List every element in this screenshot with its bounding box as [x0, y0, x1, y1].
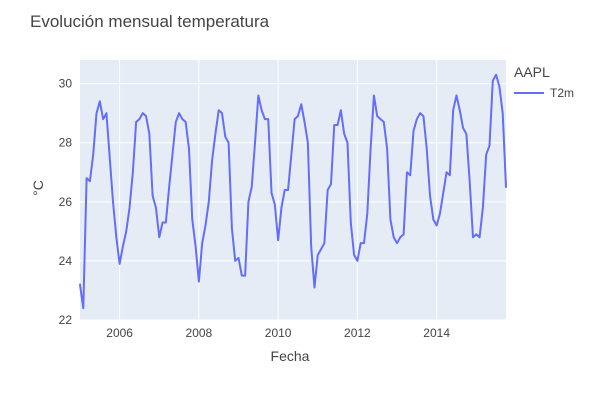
x-tick-label: 2014 — [423, 326, 450, 340]
y-tick-label: 22 — [59, 313, 73, 327]
tick-label-layer: 22 24 26 28 30 2006 2008 2010 2012 2014 — [59, 77, 451, 340]
legend-title: AAPL — [514, 64, 550, 80]
x-axis-title: Fecha — [270, 348, 310, 364]
x-tick-label: 2006 — [106, 326, 133, 340]
chart-title: Evolución mensual temperatura — [30, 12, 270, 31]
y-tick-label: 28 — [59, 136, 73, 150]
y-tick-label: 24 — [59, 254, 73, 268]
y-tick-label: 26 — [59, 195, 73, 209]
y-axis-title: °C — [30, 180, 46, 196]
x-tick-label: 2008 — [186, 326, 213, 340]
series-line-t2m[interactable] — [79, 73, 507, 310]
x-tick-label: 2010 — [265, 326, 292, 340]
legend-label: T2m — [550, 86, 574, 100]
legend-swatch — [514, 92, 544, 94]
y-tick-label: 30 — [59, 77, 73, 91]
plot-background — [80, 60, 506, 320]
series-layer — [79, 73, 507, 310]
x-tick-label: 2012 — [344, 326, 371, 340]
legend-item[interactable]: T2m — [514, 84, 574, 102]
